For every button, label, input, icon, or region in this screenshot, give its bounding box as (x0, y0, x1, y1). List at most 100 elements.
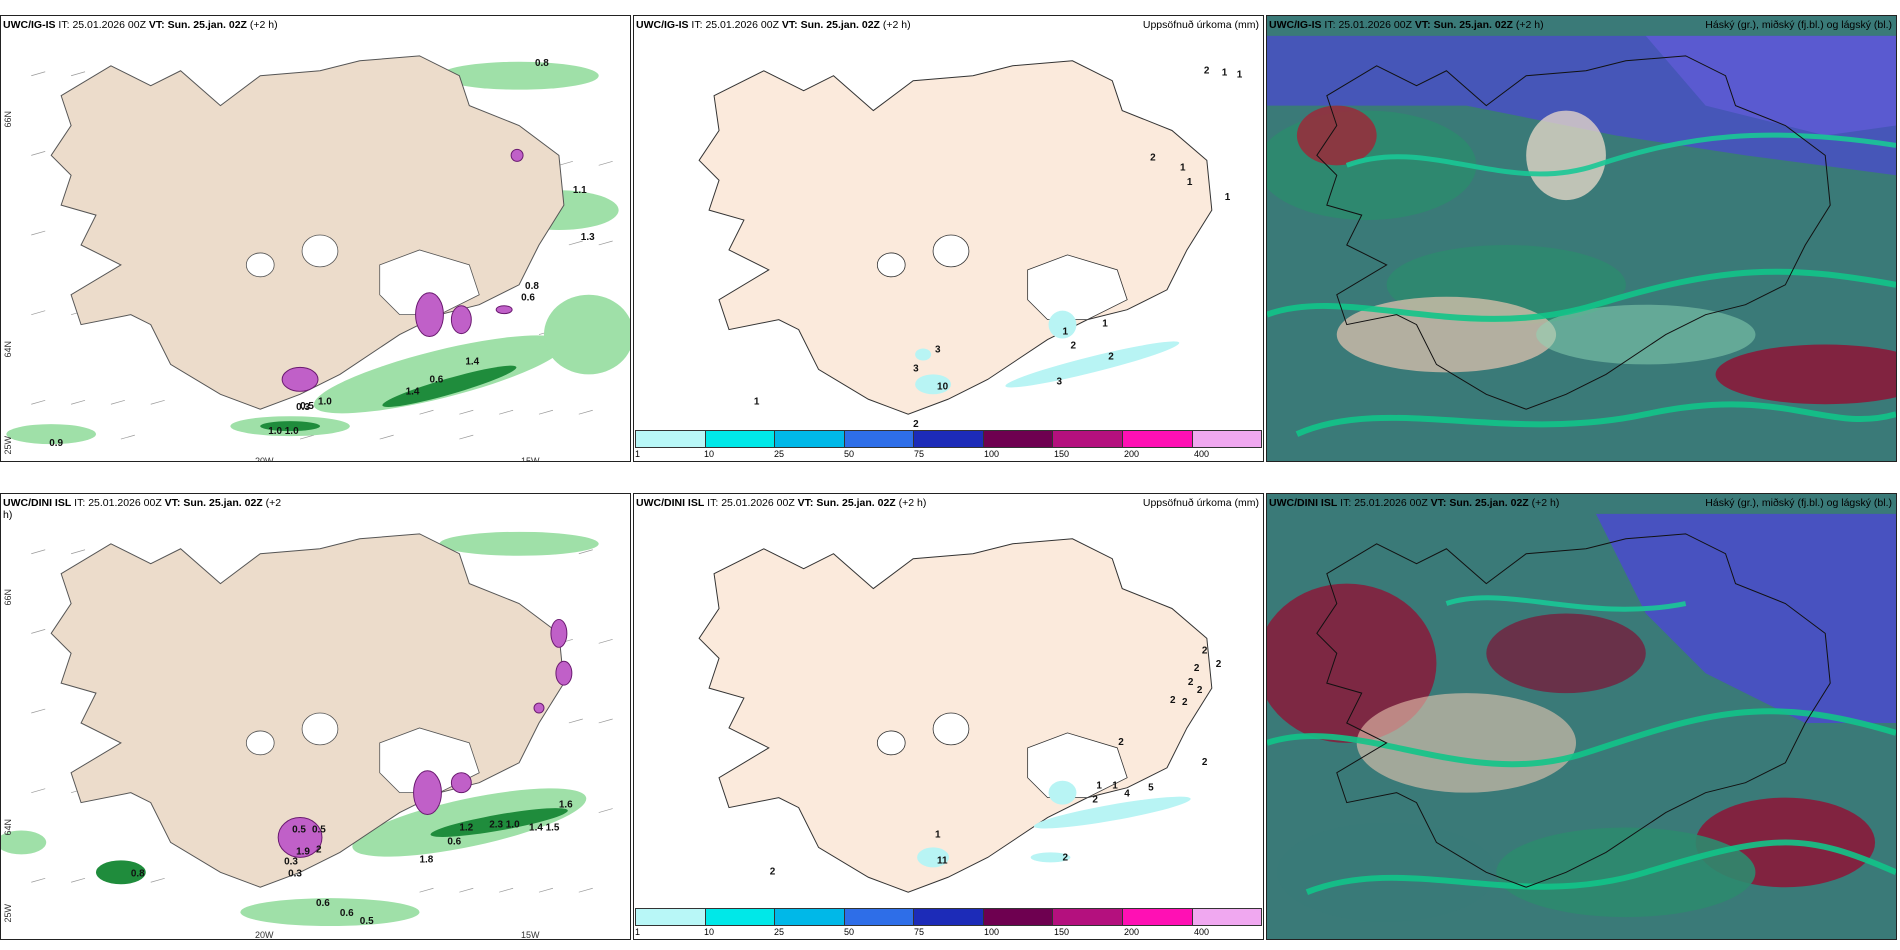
legend-swatch-5 (914, 431, 984, 447)
legend-swatch-8 (1122, 909, 1193, 925)
svg-text:0.5: 0.5 (300, 401, 314, 412)
svg-text:4: 4 (1124, 789, 1130, 800)
legend-tick: 150 (1054, 927, 1070, 937)
svg-text:1: 1 (1187, 177, 1193, 188)
cloud-map-panel-2: UWC/DINI ISL IT: 25.01.2026 00Z VT: Sun.… (1266, 493, 1897, 940)
svg-text:2: 2 (1194, 663, 1200, 674)
svg-text:11: 11 (937, 855, 948, 866)
legend-tick: 1 (635, 449, 641, 459)
legend-tick: 100 (984, 449, 1000, 459)
svg-text:1.4: 1.4 (406, 386, 420, 397)
svg-text:0.8: 0.8 (535, 58, 549, 69)
lon-label-15: 15W (521, 930, 540, 940)
precip-title: Uppsöfnuð úrkoma (mm) (1142, 19, 1259, 31)
svg-text:2: 2 (770, 866, 776, 877)
precip-map-1: 2 1 1 2 1 1 1 2 3 3 10 1 2 1 3 2 1 (698, 60, 1243, 430)
svg-text:0.8: 0.8 (131, 868, 145, 879)
legend-tick: 150 (1054, 449, 1070, 459)
svg-text:2: 2 (1216, 659, 1222, 670)
precip-value-labels: 2 1 1 2 1 1 1 2 3 3 10 1 2 1 3 2 1 (754, 66, 1243, 430)
legend-tick: 75 (914, 449, 925, 459)
svg-text:1.4: 1.4 (465, 356, 479, 367)
wind-value-labels: 1.6 1.2 2.3 1.0 1.4 1.5 0.6 1.8 0.5 0.5 … (131, 800, 573, 927)
legend-swatch-3 (775, 431, 845, 447)
svg-text:0.8: 0.8 (525, 281, 539, 292)
svg-text:0.9: 0.9 (49, 438, 63, 449)
glaciers (876, 234, 1128, 321)
svg-text:10: 10 (937, 381, 949, 392)
svg-text:1: 1 (1180, 162, 1186, 173)
legend-swatch-6 (983, 909, 1054, 925)
panel-title: UWC/DINI ISL IT: 25.01.2026 00Z VT: Sun.… (636, 497, 927, 509)
precip-title: Uppsöfnuð úrkoma (mm) (1142, 497, 1259, 509)
panel-title: UWC/IG-IS IT: 25.01.2026 00Z VT: Sun. 25… (3, 19, 278, 31)
wind-map-panel-1: UWC/IG-IS IT: 25.01.2026 00Z VT: Sun. 25… (0, 15, 631, 462)
svg-text:2: 2 (1202, 757, 1208, 768)
wind-green-areas (1, 531, 599, 927)
panel-title: UWC/DINI ISL IT: 25.01.2026 00Z VT: Sun.… (3, 497, 282, 521)
svg-text:1: 1 (1225, 192, 1231, 203)
lon-label-20: 20W (255, 930, 274, 940)
svg-text:2: 2 (1197, 685, 1203, 696)
legend-tick: 25 (774, 927, 785, 937)
svg-text:1: 1 (1112, 781, 1118, 792)
legend-swatch-4 (844, 431, 915, 447)
legend-swatch-7 (1053, 431, 1123, 447)
svg-text:3: 3 (1057, 376, 1063, 387)
svg-text:2: 2 (316, 844, 322, 855)
svg-text:1.1: 1.1 (573, 185, 587, 196)
svg-text:0.5: 0.5 (360, 916, 374, 927)
legend-swatch-3 (775, 909, 845, 925)
legend-tick: 400 (1194, 449, 1210, 459)
lon-label-15: 15W (521, 456, 540, 462)
legend-tick: 10 (704, 927, 715, 937)
legend-tick: 10 (704, 449, 715, 459)
svg-text:1.9: 1.9 (296, 846, 310, 857)
svg-text:0.6: 0.6 (429, 374, 443, 385)
cloud-map-panel-1: UWC/IG-IS IT: 25.01.2026 00Z VT: Sun. 25… (1266, 15, 1897, 462)
svg-text:0.3: 0.3 (284, 856, 298, 867)
magenta-cells (277, 618, 573, 858)
legend-swatch-4 (844, 909, 915, 925)
lat-label-66: 66N (3, 111, 13, 128)
svg-text:0.6: 0.6 (316, 898, 330, 909)
svg-text:1.3: 1.3 (581, 232, 595, 243)
cloud-map-2 (1267, 494, 1896, 939)
cloud-map-1 (1267, 16, 1896, 461)
glaciers (876, 712, 1128, 799)
legend-swatch-6 (983, 431, 1054, 447)
svg-text:2: 2 (1062, 852, 1068, 863)
svg-text:1.2: 1.2 (459, 822, 473, 833)
legend-swatch-1 (636, 909, 706, 925)
lat-label-66: 66N (3, 589, 13, 606)
legend-swatch-2 (705, 909, 776, 925)
precip-areas (917, 780, 1191, 868)
lat-label-64: 64N (3, 341, 13, 358)
precip-legend: 1 10 25 50 75 100 150 200 400 (635, 908, 1262, 938)
svg-text:0.6: 0.6 (447, 836, 461, 847)
svg-text:1: 1 (1222, 68, 1228, 79)
wind-map-panel-2: UWC/DINI ISL IT: 25.01.2026 00Z VT: Sun.… (0, 493, 631, 940)
legend-swatch-5 (914, 909, 984, 925)
legend-tick: 200 (1124, 927, 1140, 937)
cloud-title: Háský (gr.), miðský (fj.bl.) og lágský (… (1705, 19, 1892, 31)
cloud-title: Háský (gr.), miðský (fj.bl.) og lágský (… (1705, 497, 1892, 509)
lon-label-25: 25W (3, 904, 13, 923)
svg-text:0.3: 0.3 (288, 868, 302, 879)
panel-title: UWC/DINI ISL IT: 25.01.2026 00Z VT: Sun.… (1269, 497, 1560, 509)
svg-text:0.6: 0.6 (340, 908, 354, 919)
svg-text:1.0 1.0: 1.0 1.0 (268, 426, 299, 437)
legend-tick: 100 (984, 927, 1000, 937)
svg-text:2: 2 (1092, 795, 1098, 806)
legend-tick: 25 (774, 449, 785, 459)
svg-text:3: 3 (913, 363, 919, 374)
legend-tick: 400 (1194, 927, 1210, 937)
legend-tick: 50 (844, 927, 855, 937)
svg-text:2: 2 (1070, 341, 1076, 352)
svg-text:2: 2 (1188, 677, 1194, 688)
glaciers (245, 234, 480, 316)
legend-tick: 75 (914, 927, 925, 937)
lon-label-25: 25W (3, 436, 13, 455)
precip-map-panel-1: UWC/IG-IS IT: 25.01.2026 00Z VT: Sun. 25… (633, 15, 1264, 462)
panel-title: UWC/IG-IS IT: 25.01.2026 00Z VT: Sun. 25… (636, 19, 911, 31)
